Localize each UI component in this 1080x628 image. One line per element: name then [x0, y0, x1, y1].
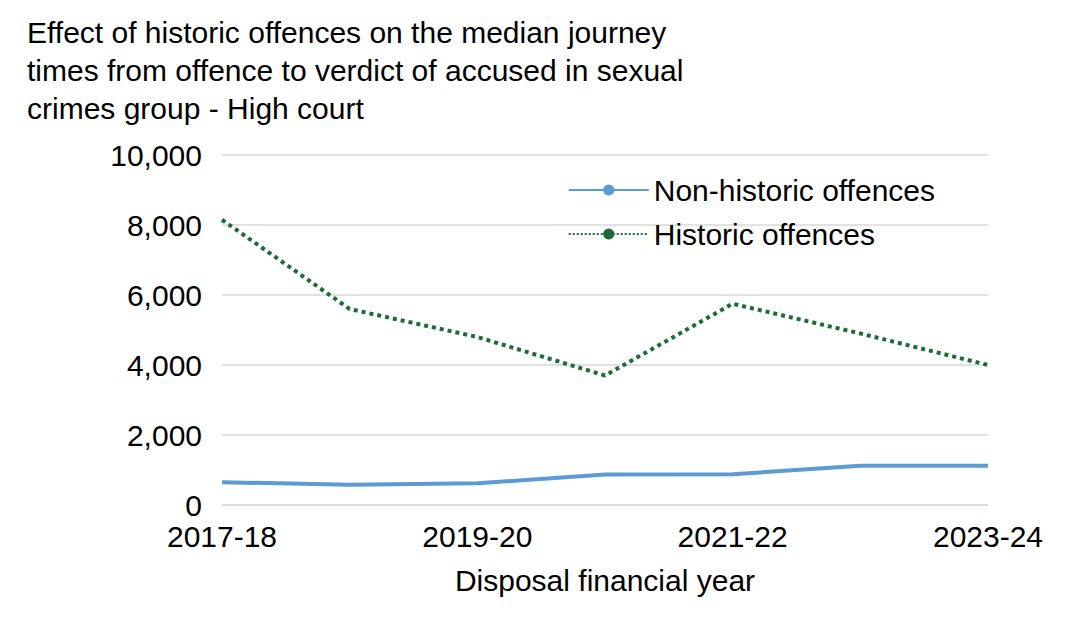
svg-text:2,000: 2,000 — [127, 419, 202, 452]
svg-text:2019-20: 2019-20 — [422, 520, 532, 553]
svg-text:times from offence to verdict: times from offence to verdict of accused… — [27, 54, 683, 87]
svg-text:2017-18: 2017-18 — [167, 520, 277, 553]
svg-text:0: 0 — [185, 489, 202, 522]
svg-text:2023-24: 2023-24 — [933, 520, 1043, 553]
svg-text:4,000: 4,000 — [127, 349, 202, 382]
svg-text:Disposal financial year: Disposal financial year — [455, 564, 755, 597]
svg-text:crimes group - High court: crimes group - High court — [27, 92, 364, 125]
svg-text:8,000: 8,000 — [127, 209, 202, 242]
svg-text:6,000: 6,000 — [127, 279, 202, 312]
svg-text:10,000: 10,000 — [110, 139, 202, 172]
svg-text:2021-22: 2021-22 — [678, 520, 788, 553]
svg-text:Historic offences: Historic offences — [654, 218, 875, 251]
svg-text:Effect of historic offences on: Effect of historic offences on the media… — [27, 16, 666, 49]
svg-text:Non-historic offences: Non-historic offences — [654, 174, 935, 207]
